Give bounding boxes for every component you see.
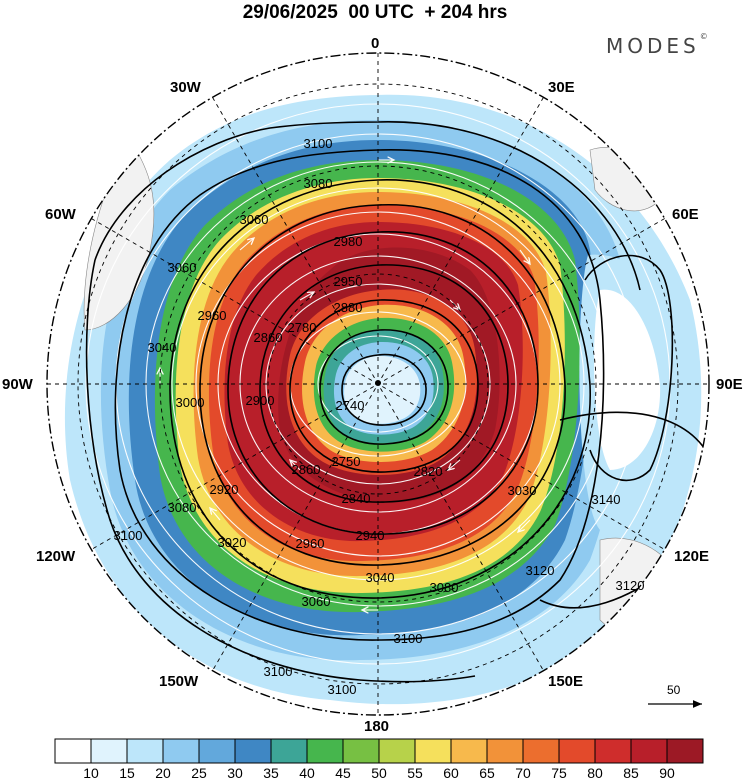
colorbar-swatch [54, 738, 92, 764]
colorbar-tick-label: 60 [443, 765, 459, 781]
wind-speed-field [47, 53, 709, 715]
contour-label: 3060 [240, 212, 269, 227]
contour-label: 3060 [168, 260, 197, 275]
contour-label: 2860 [254, 330, 283, 345]
contour-label: 3030 [508, 483, 537, 498]
colorbar-swatch [378, 738, 416, 764]
contour-label: 3040 [366, 570, 395, 585]
colorbar-swatch [342, 738, 380, 764]
contour-label: 2980 [334, 234, 363, 249]
contour-label: 3140 [592, 492, 621, 507]
colorbar-tick-label: 15 [119, 765, 135, 781]
brand-mark: © [699, 32, 708, 41]
colorbar-swatch [558, 738, 596, 764]
contour-label: 3100 [114, 528, 143, 543]
colorbar-swatch [450, 738, 488, 764]
colorbar-swatch [234, 738, 272, 764]
lon-label-120e: 120E [674, 548, 710, 565]
contour-label: 2950 [334, 274, 363, 289]
contour-label: 3020 [218, 535, 247, 550]
contour-label: 2820 [414, 464, 443, 479]
colorbar-swatch [126, 738, 164, 764]
lon-label-120w: 120W [36, 548, 76, 565]
contour-label: 2960 [296, 536, 325, 551]
colorbar [54, 738, 704, 764]
contour-label: 2880 [334, 300, 363, 315]
contour-label: 2750 [332, 454, 361, 469]
map-border [46, 52, 710, 716]
contour-label: 3100 [394, 631, 423, 646]
colorbar-swatch [522, 738, 560, 764]
colorbar-swatch [162, 738, 200, 764]
lon-label-90e: 90E [716, 376, 743, 393]
colorbar-tick-label: 35 [263, 765, 279, 781]
colorbar-tick-label: 20 [155, 765, 171, 781]
lon-label-150e: 150E [548, 673, 584, 690]
colorbar-tick-label: 45 [335, 765, 351, 781]
contour-label: 3040 [148, 340, 177, 355]
colorbar-tick-label: 55 [407, 765, 423, 781]
colorbar-tick-label: 70 [515, 765, 531, 781]
colorbar-tick-label: 25 [191, 765, 207, 781]
inner-band-15 [344, 355, 421, 424]
colorbar-swatch [666, 738, 704, 764]
colorbar-tick-label: 80 [587, 765, 603, 781]
lon-label-30w: 30W [170, 79, 201, 96]
contour-label: 3060 [302, 594, 331, 609]
contour-label: 2960 [198, 308, 227, 323]
contour-label: 3100 [328, 682, 357, 697]
contour-label: 2840 [342, 491, 371, 506]
colorbar-tick-label: 75 [551, 765, 567, 781]
contour-label: 2920 [210, 482, 239, 497]
colorbar-swatch [306, 738, 344, 764]
colorbar-tick-label: 10 [83, 765, 99, 781]
colorbar-swatch [414, 738, 452, 764]
contour-label: 3080 [304, 176, 333, 191]
lon-label-90w: 90W [2, 376, 33, 393]
contour-label: 2900 [246, 393, 275, 408]
lon-label-30e: 30E [548, 79, 575, 96]
colorbar-swatch [486, 738, 524, 764]
contour-label: 3120 [616, 578, 645, 593]
contour-label: 3100 [264, 664, 293, 679]
contour-label: 3100 [304, 136, 333, 151]
colorbar-swatch [630, 738, 668, 764]
colorbar-tick-label: 85 [623, 765, 639, 781]
contour-label: 2860 [292, 462, 321, 477]
lon-label-60e: 60E [672, 206, 699, 223]
colorbar-tick-label: 30 [227, 765, 243, 781]
lon-label-0: 0 [371, 35, 380, 52]
east-calm-region [594, 289, 661, 470]
contour-label: 3080 [168, 500, 197, 515]
contour-label: 2740 [336, 398, 365, 413]
colorbar-tick-label: 90 [659, 765, 675, 781]
lon-label-150w: 150W [159, 673, 199, 690]
contour-label: 3000 [176, 395, 205, 410]
contour-label: 2940 [356, 528, 385, 543]
chart-title: 29/06/2025 00 UTC + 204 hrs [242, 2, 508, 23]
contour-label: 2780 [288, 320, 317, 335]
contour-label: 3080 [430, 580, 459, 595]
lon-label-180: 180 [364, 718, 390, 735]
colorbar-tick-label: 50 [371, 765, 387, 781]
wind-reference-label: 50 [667, 683, 681, 697]
colorbar-swatch [270, 738, 308, 764]
brand-logo: MODES© [606, 32, 708, 58]
brand-text: MODES [606, 34, 700, 58]
south-pole-marker [375, 380, 381, 386]
colorbar-swatch [90, 738, 128, 764]
colorbar-swatch [198, 738, 236, 764]
colorbar-tick-label: 40 [299, 765, 315, 781]
contour-label: 3120 [526, 563, 555, 578]
contour-label-group: 3100 3080 3060 2980 2950 2880 3060 3040 … [114, 136, 645, 697]
colorbar-tick-label: 65 [479, 765, 495, 781]
colorbar-swatch [594, 738, 632, 764]
lon-label-60w: 60W [45, 206, 76, 223]
